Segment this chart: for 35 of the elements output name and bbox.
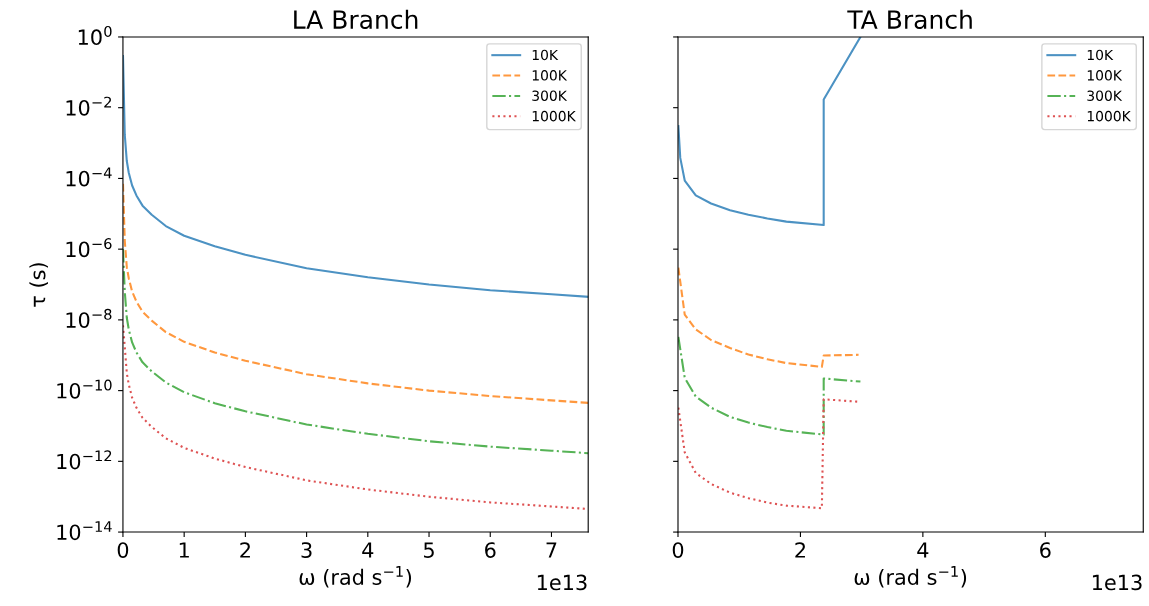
legend-label: 300K	[532, 90, 568, 101]
x-axis-title: ω (rad s$^{−1}$)	[854, 566, 967, 588]
x-tick-label: 6	[1040, 542, 1051, 558]
x-tick-label: 5	[424, 542, 434, 558]
chart-title: LA Branch	[294, 9, 418, 29]
y-tick-label: 10$^{−2}$	[66, 96, 112, 116]
legend-label: 100K	[532, 70, 568, 81]
legend-label: 100K	[1087, 70, 1123, 81]
x-tick-label: 4	[917, 542, 929, 558]
legend-label: 300K	[1087, 90, 1123, 101]
legend-label: 1000K	[532, 110, 576, 122]
x-tick-label: 2	[240, 542, 250, 558]
x-axis-title: ω (rad s$^{−1}$)	[299, 566, 412, 588]
x-tick-label: 0	[672, 542, 684, 558]
y-tick-label: 10$^{−6}$	[66, 238, 112, 258]
x-tick-label: 1	[179, 542, 189, 558]
y-tick-label: 10$^{−14}$	[57, 521, 112, 541]
legend-label: 10K	[1087, 49, 1114, 61]
y-tick-label: 10$^{−4}$	[66, 167, 112, 187]
x-tick-label: 7	[546, 542, 557, 558]
text: 1e13	[537, 574, 587, 591]
x-tick-label: 0	[117, 542, 129, 558]
x-tick-label: 2	[795, 542, 805, 558]
y-axis-title: τ (s)	[29, 263, 48, 307]
text: 1e13	[1092, 574, 1142, 591]
legend-label: 10K	[532, 49, 559, 61]
legend-label: 1000K	[1087, 110, 1132, 122]
x-tick-label: 4	[362, 542, 374, 558]
x-tick-label: 3	[301, 542, 312, 558]
y-tick-label: 10$^{−12}$	[57, 450, 112, 470]
y-tick-label: 10$^{−10}$	[57, 379, 112, 399]
x-tick-label: 6	[485, 542, 496, 558]
y-tick-label: 10$^{0}$	[78, 25, 112, 46]
chart-title: TA Branch	[847, 9, 972, 29]
y-tick-label: 10$^{−8}$	[66, 308, 112, 328]
